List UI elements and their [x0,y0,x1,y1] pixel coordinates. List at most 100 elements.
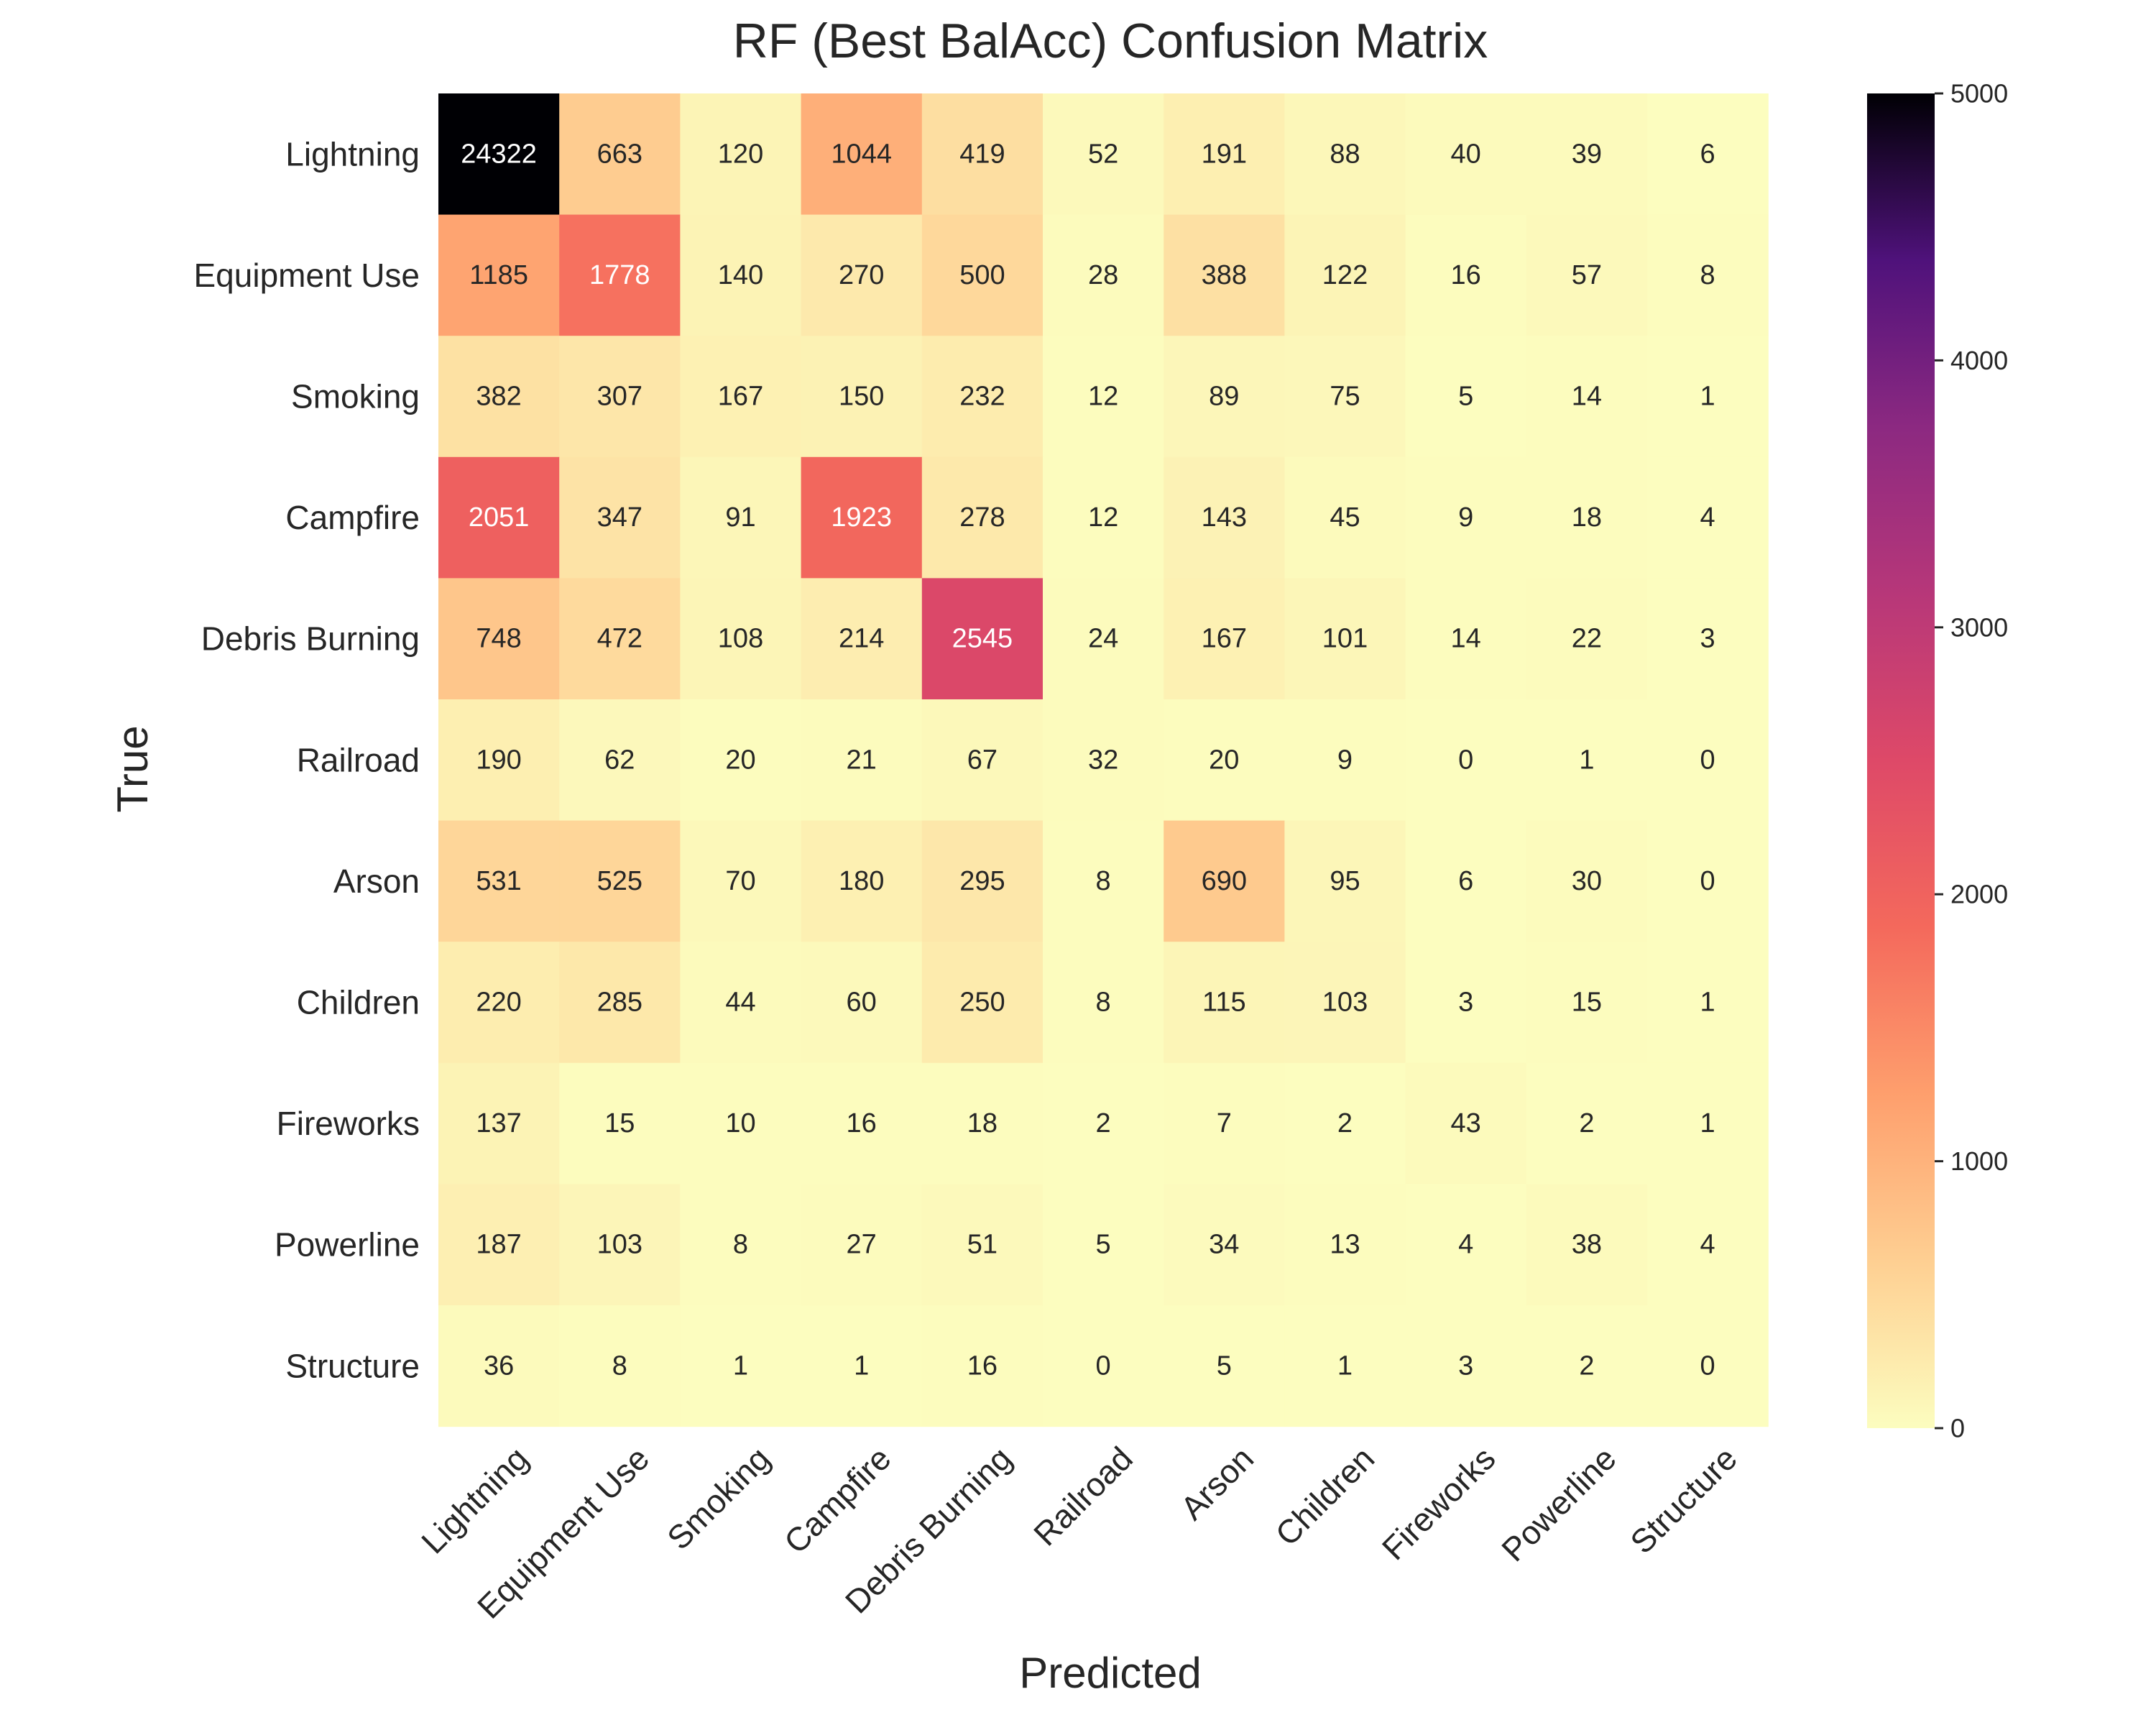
heatmap-cell [438,1184,560,1306]
cell-value-label: 18 [967,1108,998,1138]
cell-value-label: 1185 [469,260,528,290]
heatmap-cell [680,942,802,1064]
x-tick-label: Fireworks [1375,1440,1503,1568]
cell-value-label: 34 [1209,1230,1239,1260]
heatmap-cell [438,699,560,822]
cell-value-label: 16 [1451,260,1481,290]
heatmap-cell [1647,942,1769,1064]
heatmap-cell [1526,214,1648,336]
y-tick-label: Campfire [285,499,420,536]
cell-value-label: 30 [1572,866,1602,896]
cell-value-label: 115 [1202,988,1246,1018]
heatmap-cell [1284,93,1406,216]
heatmap-cell [1405,1184,1527,1306]
heatmap-cell [801,578,923,700]
cell-value-label: 419 [959,139,1005,169]
cell-value-label: 190 [476,745,521,775]
heatmap-cell [1284,456,1406,579]
cell-value-label: 150 [839,382,884,412]
cell-value-label: 91 [725,502,755,533]
cell-value-label: 4 [1700,1230,1715,1260]
heatmap-cell [1405,1062,1527,1184]
y-tick-label: Arson [333,862,420,900]
heatmap-cell [438,942,560,1064]
heatmap-cell [1284,699,1406,822]
cell-value-label: 531 [476,866,521,896]
cell-value-label: 3 [1458,1351,1473,1381]
x-tick-label: Railroad [1026,1440,1140,1553]
heatmap-cell [1043,456,1164,579]
cell-value-label: 101 [1322,624,1368,654]
cell-value-label: 8 [1096,988,1111,1018]
cell-value-label: 21 [847,745,877,775]
heatmap-cell [1164,336,1285,458]
heatmap-cell [1284,578,1406,700]
heatmap-cell [1164,699,1285,822]
cell-value-label: 1 [1337,1351,1353,1381]
cell-value-label: 28 [1088,260,1118,290]
cell-value-label: 14 [1451,624,1481,654]
cell-value-label: 4 [1458,1230,1473,1260]
cell-value-label: 8 [733,1230,748,1260]
cell-value-label: 9 [1458,502,1473,533]
cell-value-label: 10 [725,1108,755,1138]
heatmap-cell [1526,93,1648,216]
cell-value-label: 0 [1700,866,1715,896]
heatmap-cell [1405,699,1527,822]
cell-value-label: 1 [854,1351,869,1381]
heatmap-cell [559,214,681,336]
heatmap-cell [1526,942,1648,1064]
heatmap-cell [801,456,923,579]
cell-value-label: 22 [1572,624,1602,654]
cell-value-label: 5 [1096,1230,1111,1260]
x-tick-label: Structure [1623,1440,1744,1561]
colorbar-tick-label: 2000 [1950,880,2008,909]
cell-value-label: 122 [1322,260,1368,290]
cell-value-label: 103 [1322,988,1368,1018]
colorbar: 0 1000 2000 3000 4000 5000 [1867,79,2008,1443]
heatmap-cell [801,699,923,822]
cell-value-label: 27 [847,1230,877,1260]
cell-value-label: 70 [725,866,755,896]
cell-value-label: 57 [1572,260,1602,290]
cell-value-label: 1044 [831,139,892,169]
heatmap-cell [801,1184,923,1306]
y-axis-label: True [109,725,157,812]
cell-value-label: 690 [1202,866,1247,896]
cell-value-label: 2545 [952,624,1013,654]
cell-value-label: 0 [1700,745,1715,775]
cell-value-label: 40 [1451,139,1481,169]
cell-value-label: 1 [1579,745,1594,775]
heatmap-cell [1647,578,1769,700]
y-tick-label: Structure [285,1347,420,1384]
cell-value-label: 1 [1700,988,1715,1018]
heatmap-cell [1405,1305,1527,1427]
heatmap-cell [559,93,681,216]
heatmap-cell [1164,1184,1285,1306]
cell-value-label: 2 [1096,1108,1111,1138]
cell-value-label: 285 [597,988,642,1018]
cell-value-label: 5 [1217,1351,1232,1381]
cell-value-label: 43 [1451,1108,1481,1138]
cell-value-label: 75 [1330,382,1360,412]
x-tick-label: Arson [1173,1440,1261,1527]
heatmap-cell [1526,1062,1648,1184]
cell-value-label: 0 [1458,745,1473,775]
heatmap-cell [680,820,802,942]
heatmap-cell [921,820,1044,942]
cell-value-label: 32 [1088,745,1118,775]
cell-value-label: 140 [718,260,763,290]
heatmap-cell [1043,942,1164,1064]
heatmap-cell [559,820,681,942]
heatmap-cell [438,93,560,216]
heatmap-cell [1647,1184,1769,1306]
heatmap-cell [1164,820,1285,942]
heatmap-cell [921,699,1044,822]
heatmap-cell [801,942,923,1064]
heatmap-cell [1164,1062,1285,1184]
cell-value-label: 15 [1572,988,1602,1018]
cell-value-label: 1 [1700,382,1715,412]
cell-value-label: 143 [1202,502,1247,533]
cell-value-label: 250 [959,988,1005,1018]
